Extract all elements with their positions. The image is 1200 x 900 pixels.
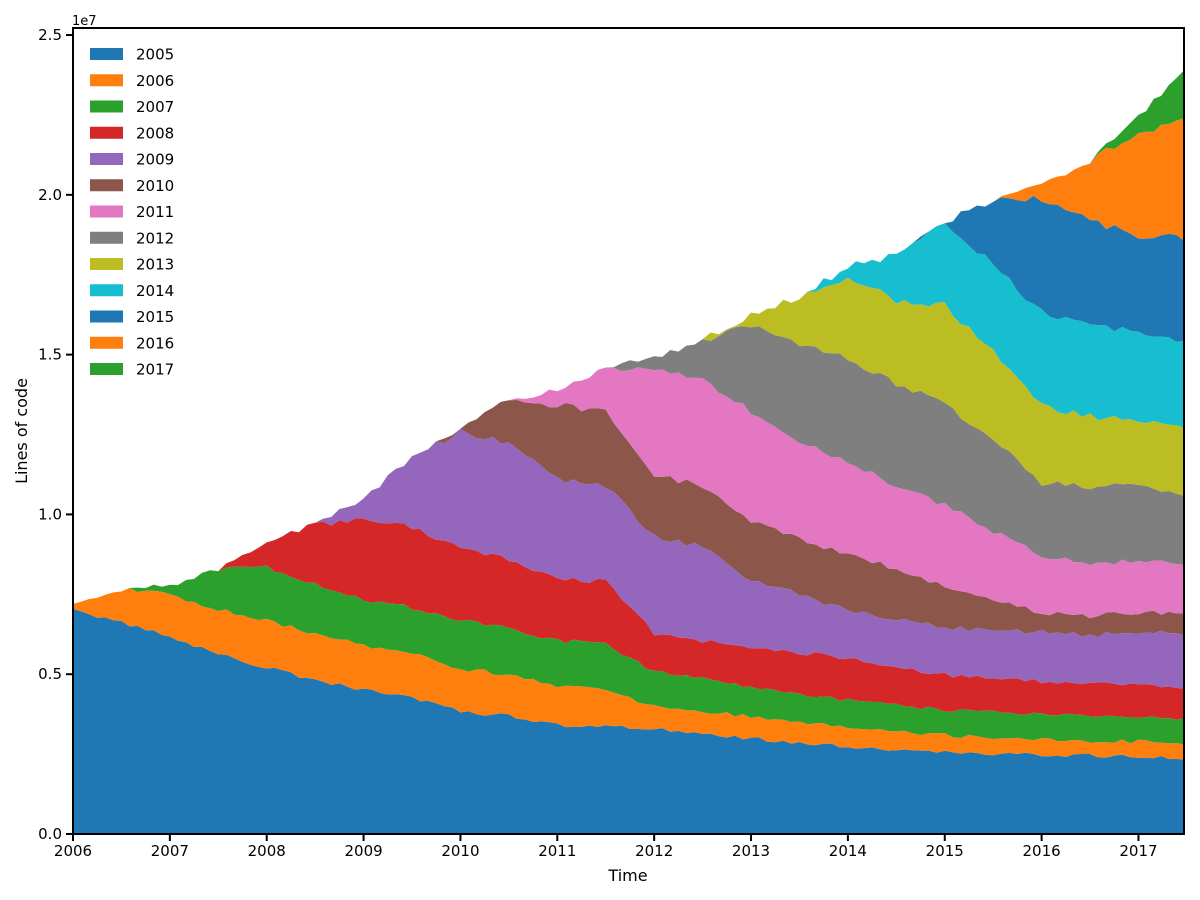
area-cohort-2013 — [73, 277, 1184, 604]
y-axis-tick-label: 2.0 — [38, 186, 62, 204]
legend: 2005 2006 2007 2008 2009 2010 2011 2012 2013 2014… — [90, 46, 174, 379]
legend-swatch — [90, 336, 123, 349]
legend-item: 2015 — [90, 308, 174, 326]
legend-item: 2010 — [90, 177, 174, 195]
legend-item: 2006 — [90, 72, 174, 90]
legend-label: 2011 — [136, 203, 174, 221]
legend-item: 2016 — [90, 334, 174, 352]
legend-item: 2009 — [90, 151, 174, 169]
x-axis-tick-label: 2010 — [441, 842, 479, 860]
legend-swatch — [90, 100, 123, 113]
area-cohort-2010 — [73, 400, 1184, 637]
x-axis-tick-label: 2013 — [732, 842, 770, 860]
legend-item: 2008 — [90, 124, 174, 142]
x-axis-tick-label: 2006 — [54, 842, 92, 860]
y-axis-tick-label: 2.5 — [38, 26, 62, 44]
area-series-group — [73, 70, 1184, 834]
legend-label: 2005 — [136, 46, 174, 64]
legend-swatch — [90, 126, 123, 139]
legend-item: 2012 — [90, 229, 174, 247]
legend-label: 2015 — [136, 308, 174, 326]
legend-item: 2005 — [90, 46, 174, 64]
x-axis-tick-label: 2007 — [151, 842, 189, 860]
area-cohort-2009 — [73, 428, 1184, 689]
legend-swatch — [90, 284, 123, 297]
x-axis-tick-label: 2011 — [538, 842, 576, 860]
area-cohort-2011 — [73, 367, 1184, 619]
legend-swatch — [90, 153, 123, 165]
x-axis-tick-label: 2016 — [1023, 842, 1061, 860]
legend-item: 2011 — [90, 203, 174, 221]
area-cohort-2012 — [73, 326, 1184, 604]
area-cohort-2015 — [73, 195, 1184, 604]
legend-item: 2017 — [90, 361, 174, 379]
legend-swatch — [90, 74, 123, 87]
legend-label: 2008 — [136, 124, 174, 142]
legend-label: 2006 — [136, 72, 174, 90]
legend-swatch — [90, 48, 123, 60]
y-axis-label: Lines of code — [12, 378, 31, 484]
legend-item: 2013 — [90, 256, 174, 274]
legend-label: 2016 — [136, 334, 174, 352]
x-axis-tick-label: 2015 — [926, 842, 964, 860]
legend-label: 2013 — [136, 256, 174, 274]
legend-label: 2017 — [136, 361, 174, 379]
legend-swatch — [90, 310, 123, 323]
legend-swatch — [90, 258, 123, 270]
legend-label: 2012 — [136, 229, 174, 247]
area-cohort-2007 — [73, 565, 1184, 745]
legend-item: 2007 — [90, 98, 174, 116]
x-axis-tick-label: 2009 — [344, 842, 382, 860]
y-axis-offset-label: 1e7 — [72, 14, 97, 29]
legend-swatch — [90, 205, 123, 218]
axes-group: 2006 2007 2008 2009 2010 2011 2012 2013 2014 2015… — [38, 26, 1157, 860]
y-axis-tick-label: 1.0 — [38, 505, 62, 523]
x-axis-label: Time — [607, 866, 647, 885]
area-cohort-2005 — [73, 608, 1184, 834]
legend-label: 2009 — [136, 151, 174, 169]
y-axis-tick-label: 1.5 — [38, 346, 62, 364]
x-axis-tick-label: 2008 — [248, 842, 286, 860]
legend-swatch — [90, 179, 123, 192]
area-cohort-2008 — [73, 518, 1184, 720]
x-axis-tick-label: 2012 — [635, 842, 673, 860]
x-axis-tick-label: 2014 — [829, 842, 867, 860]
legend-label: 2014 — [136, 282, 174, 300]
axes-spines — [72, 27, 1185, 835]
area-cohort-2006 — [73, 588, 1184, 760]
legend-item: 2014 — [90, 282, 174, 300]
y-axis-tick-label: 0.0 — [38, 825, 62, 843]
legend-label: 2007 — [136, 98, 174, 116]
x-axis-tick-label: 2017 — [1119, 842, 1157, 860]
legend-label: 2010 — [136, 177, 174, 195]
legend-swatch — [90, 231, 123, 244]
y-axis-tick-label: 0.5 — [38, 665, 62, 683]
legend-swatch — [90, 363, 123, 375]
